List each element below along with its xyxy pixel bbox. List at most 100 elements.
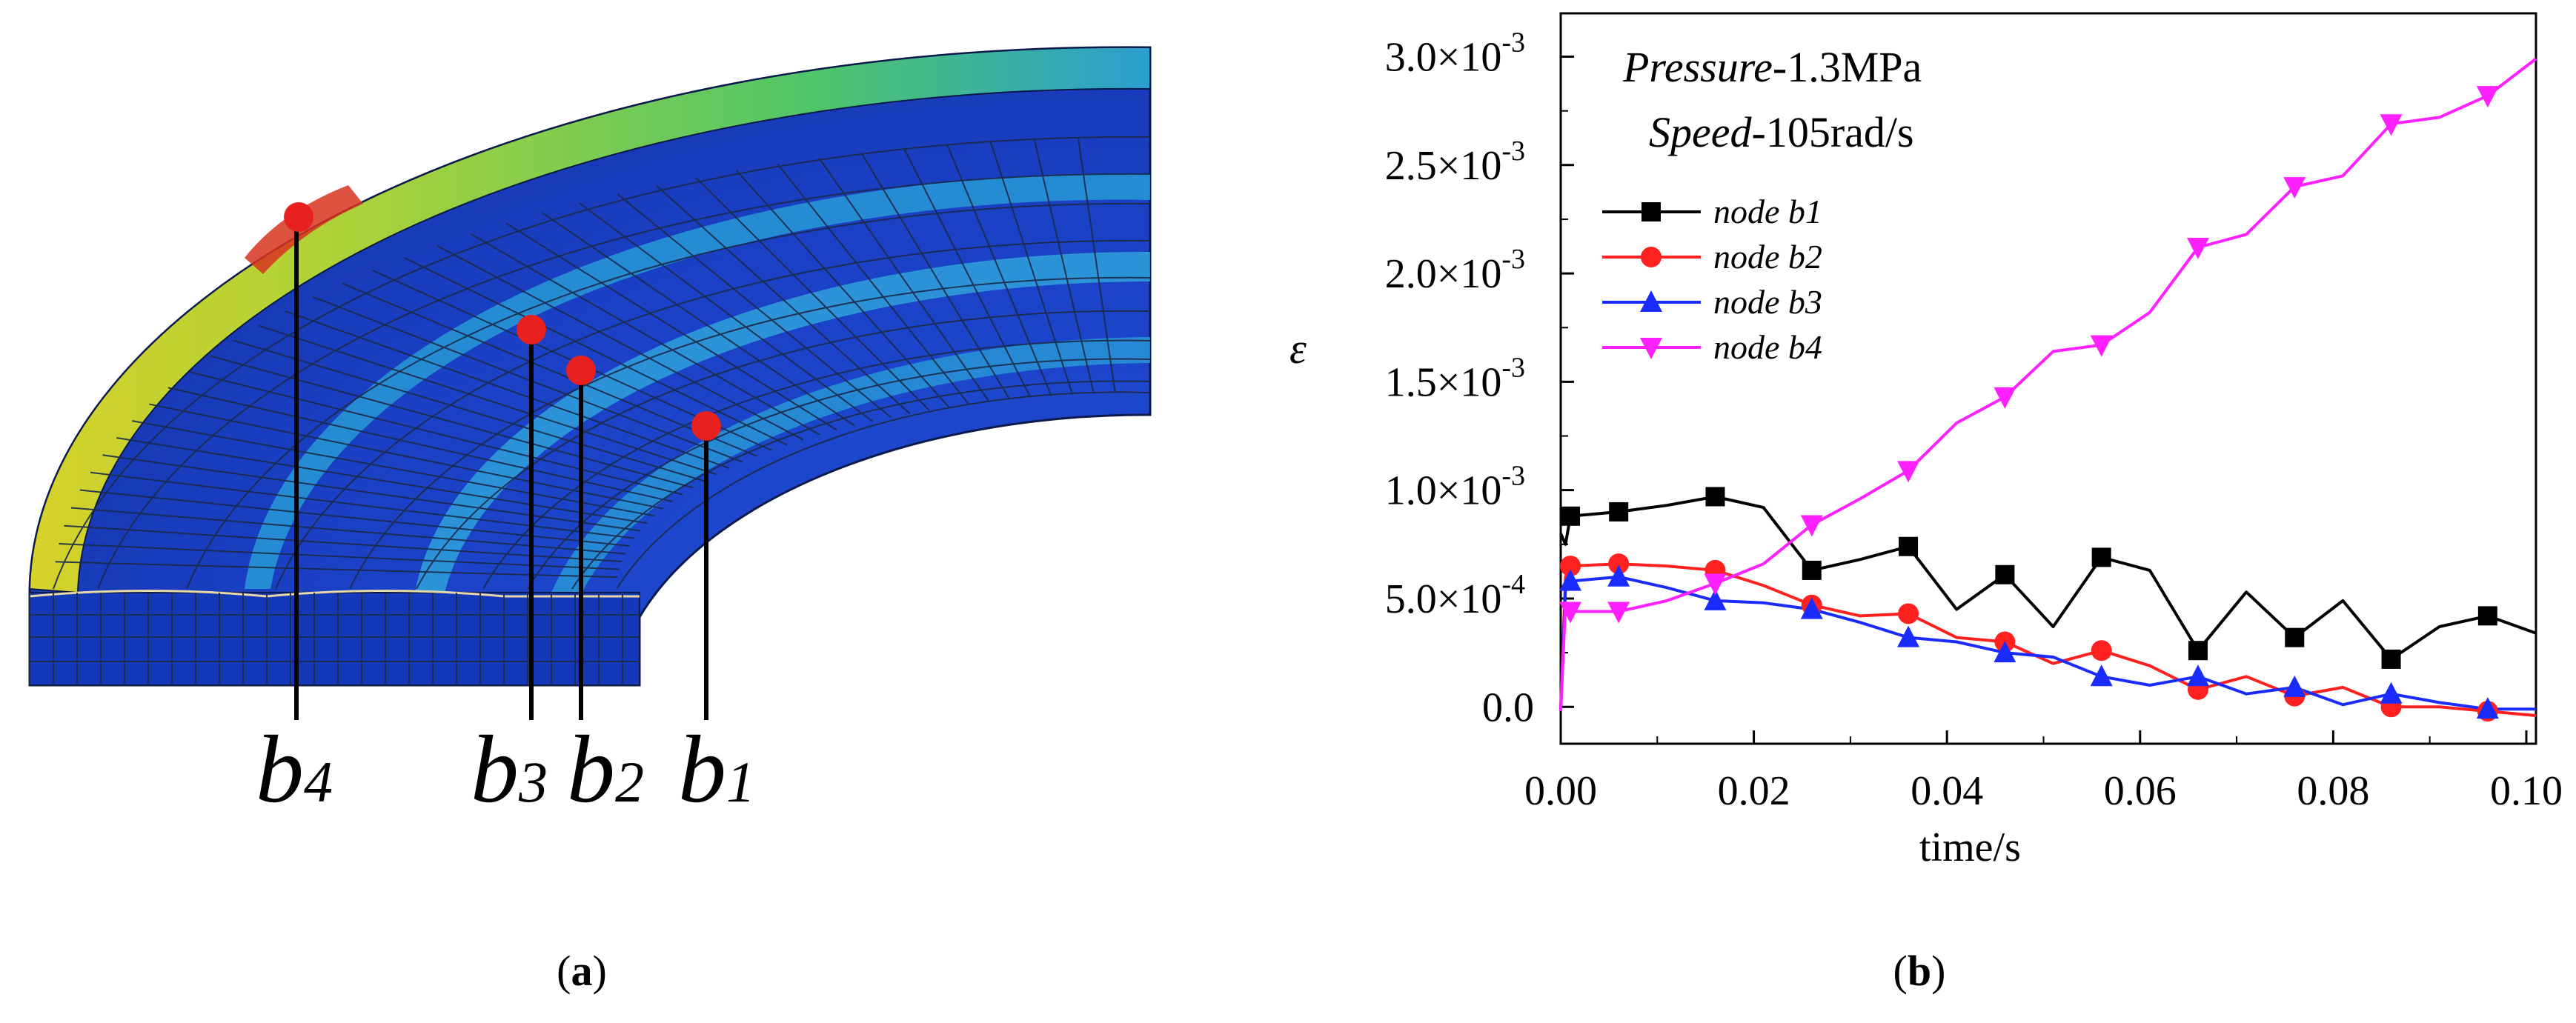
point-node-b1 (2091, 547, 2111, 567)
x-axis: 0.00 0.02 0.04 0.06 0.08 0.10 (1524, 730, 2563, 814)
series-line-node-b4 (1559, 57, 2537, 712)
band-3 (548, 337, 1150, 600)
node-label-b2: b2 (567, 716, 644, 823)
node-marker-b3 (517, 315, 546, 344)
mesh-ring (416, 310, 1151, 590)
point-node-b3 (1897, 625, 1920, 647)
point-node-b3 (2090, 664, 2113, 687)
point-node-b4 (2380, 114, 2403, 136)
node-label-b4: b4 (256, 716, 333, 823)
point-node-b4 (1559, 602, 1582, 624)
node-marker-b4 (284, 202, 313, 232)
x-tick-label: 0.04 (1911, 768, 1983, 814)
mesh-radial (436, 244, 804, 441)
point-node-b1 (1609, 501, 1629, 522)
mesh-radial (167, 387, 673, 502)
mesh-grid (29, 136, 1151, 685)
mesh-radial (655, 184, 911, 415)
point-node-b2 (1560, 556, 1581, 577)
point-node-b4 (2476, 86, 2499, 108)
y-axis-title: ε (1289, 324, 1307, 373)
mesh-radial (860, 152, 1011, 400)
mesh-ring (571, 380, 1151, 590)
point-node-b4 (2283, 177, 2306, 199)
point-node-b3 (2380, 682, 2403, 704)
plot-frame (1559, 12, 2537, 745)
legend-marker (1641, 247, 1662, 267)
strain-chart: 0.0 5.0×10-4 1.0×10-3 1.5×10-3 2.0×10-3 2.5×1… (1289, 12, 2563, 870)
point-node-b1 (1802, 560, 1822, 580)
legend-label: node b3 (1713, 283, 1822, 321)
mesh-radial (233, 339, 705, 482)
point-node-b4 (2186, 237, 2209, 259)
legend-marker (1641, 202, 1661, 221)
node-marker-b2 (566, 356, 596, 385)
point-node-b1 (1705, 487, 1725, 507)
mesh-radial (102, 454, 641, 532)
point-node-b4 (1800, 515, 1823, 537)
mesh-radial (542, 212, 855, 427)
point-node-b3 (2476, 697, 2499, 719)
point-node-b1 (1561, 506, 1581, 526)
mesh-radial (59, 543, 620, 570)
band-2 (415, 251, 1150, 593)
pressure-annotation: Pressure-1.3MPa (1622, 43, 1922, 91)
mesh-ring (275, 239, 1151, 590)
mesh-ring (186, 202, 1151, 590)
x-axis-title: time/s (1919, 824, 2021, 870)
mesh-radial (64, 524, 623, 562)
panel-label-a: (a) (557, 947, 607, 995)
mesh-radial (946, 144, 1052, 396)
point-node-b1 (2477, 606, 2497, 626)
mesh-radial (312, 296, 743, 463)
mesh-radial (149, 403, 664, 510)
legend-label: node b2 (1713, 238, 1822, 276)
mesh-radial (505, 222, 837, 431)
legend: node b1 node b2 node b3 node b4 (1602, 193, 1822, 366)
point-node-b2 (2091, 640, 2112, 662)
mesh-radial (210, 355, 694, 489)
point-node-b3 (2186, 664, 2209, 687)
legend-label: node b4 (1713, 328, 1822, 366)
legend-marker (1640, 338, 1662, 359)
x-tick-label: 0.02 (1718, 768, 1790, 814)
point-node-b4 (1897, 461, 1920, 483)
point-node-b4 (1994, 387, 2016, 409)
y-tick-label: 1.0×10-3 (1385, 461, 1525, 514)
mesh-radial (132, 420, 655, 517)
point-node-b3 (1704, 588, 1727, 610)
point-node-b1 (2285, 627, 2305, 647)
point-node-b1 (1995, 564, 2015, 584)
mesh-radial (1077, 138, 1116, 393)
y-tick-label: 2.5×10-3 (1385, 136, 1525, 189)
point-node-b1 (1899, 536, 1919, 556)
mesh-radial (735, 170, 950, 408)
outer-rim (28, 46, 1151, 594)
mesh-radial (695, 177, 930, 411)
point-node-b1 (2188, 641, 2208, 661)
point-node-b3 (2283, 675, 2306, 697)
point-node-b4 (1607, 602, 1630, 624)
point-node-b2 (1898, 603, 1919, 624)
point-node-b2 (1608, 553, 1630, 575)
legend-marker (1640, 290, 1662, 312)
series-markers (1559, 86, 2499, 722)
mesh-ring (616, 391, 1151, 590)
mesh-radial (188, 370, 683, 496)
panel-label-b: (b) (1893, 947, 1946, 995)
mesh-ring (53, 136, 1151, 590)
legend-label: node b1 (1713, 193, 1822, 230)
point-node-b3 (1559, 569, 1582, 591)
mesh-radial (617, 193, 892, 419)
x-tick-label: 0.00 (1524, 768, 1597, 814)
x-tick-label: 0.10 (2490, 768, 2563, 814)
mesh-radial (258, 324, 717, 476)
mesh-radial (579, 202, 873, 422)
mesh-ring (482, 339, 1151, 590)
mesh-ring (349, 276, 1151, 590)
point-node-b1 (2381, 649, 2401, 669)
y-tick-label: 2.0×10-3 (1385, 244, 1525, 297)
mesh-radial (403, 256, 788, 446)
point-node-b3 (1994, 641, 2016, 663)
